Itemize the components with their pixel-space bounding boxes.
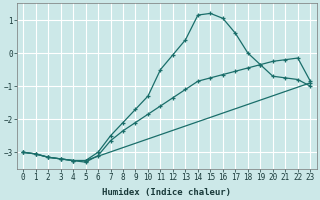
X-axis label: Humidex (Indice chaleur): Humidex (Indice chaleur) (102, 188, 231, 197)
